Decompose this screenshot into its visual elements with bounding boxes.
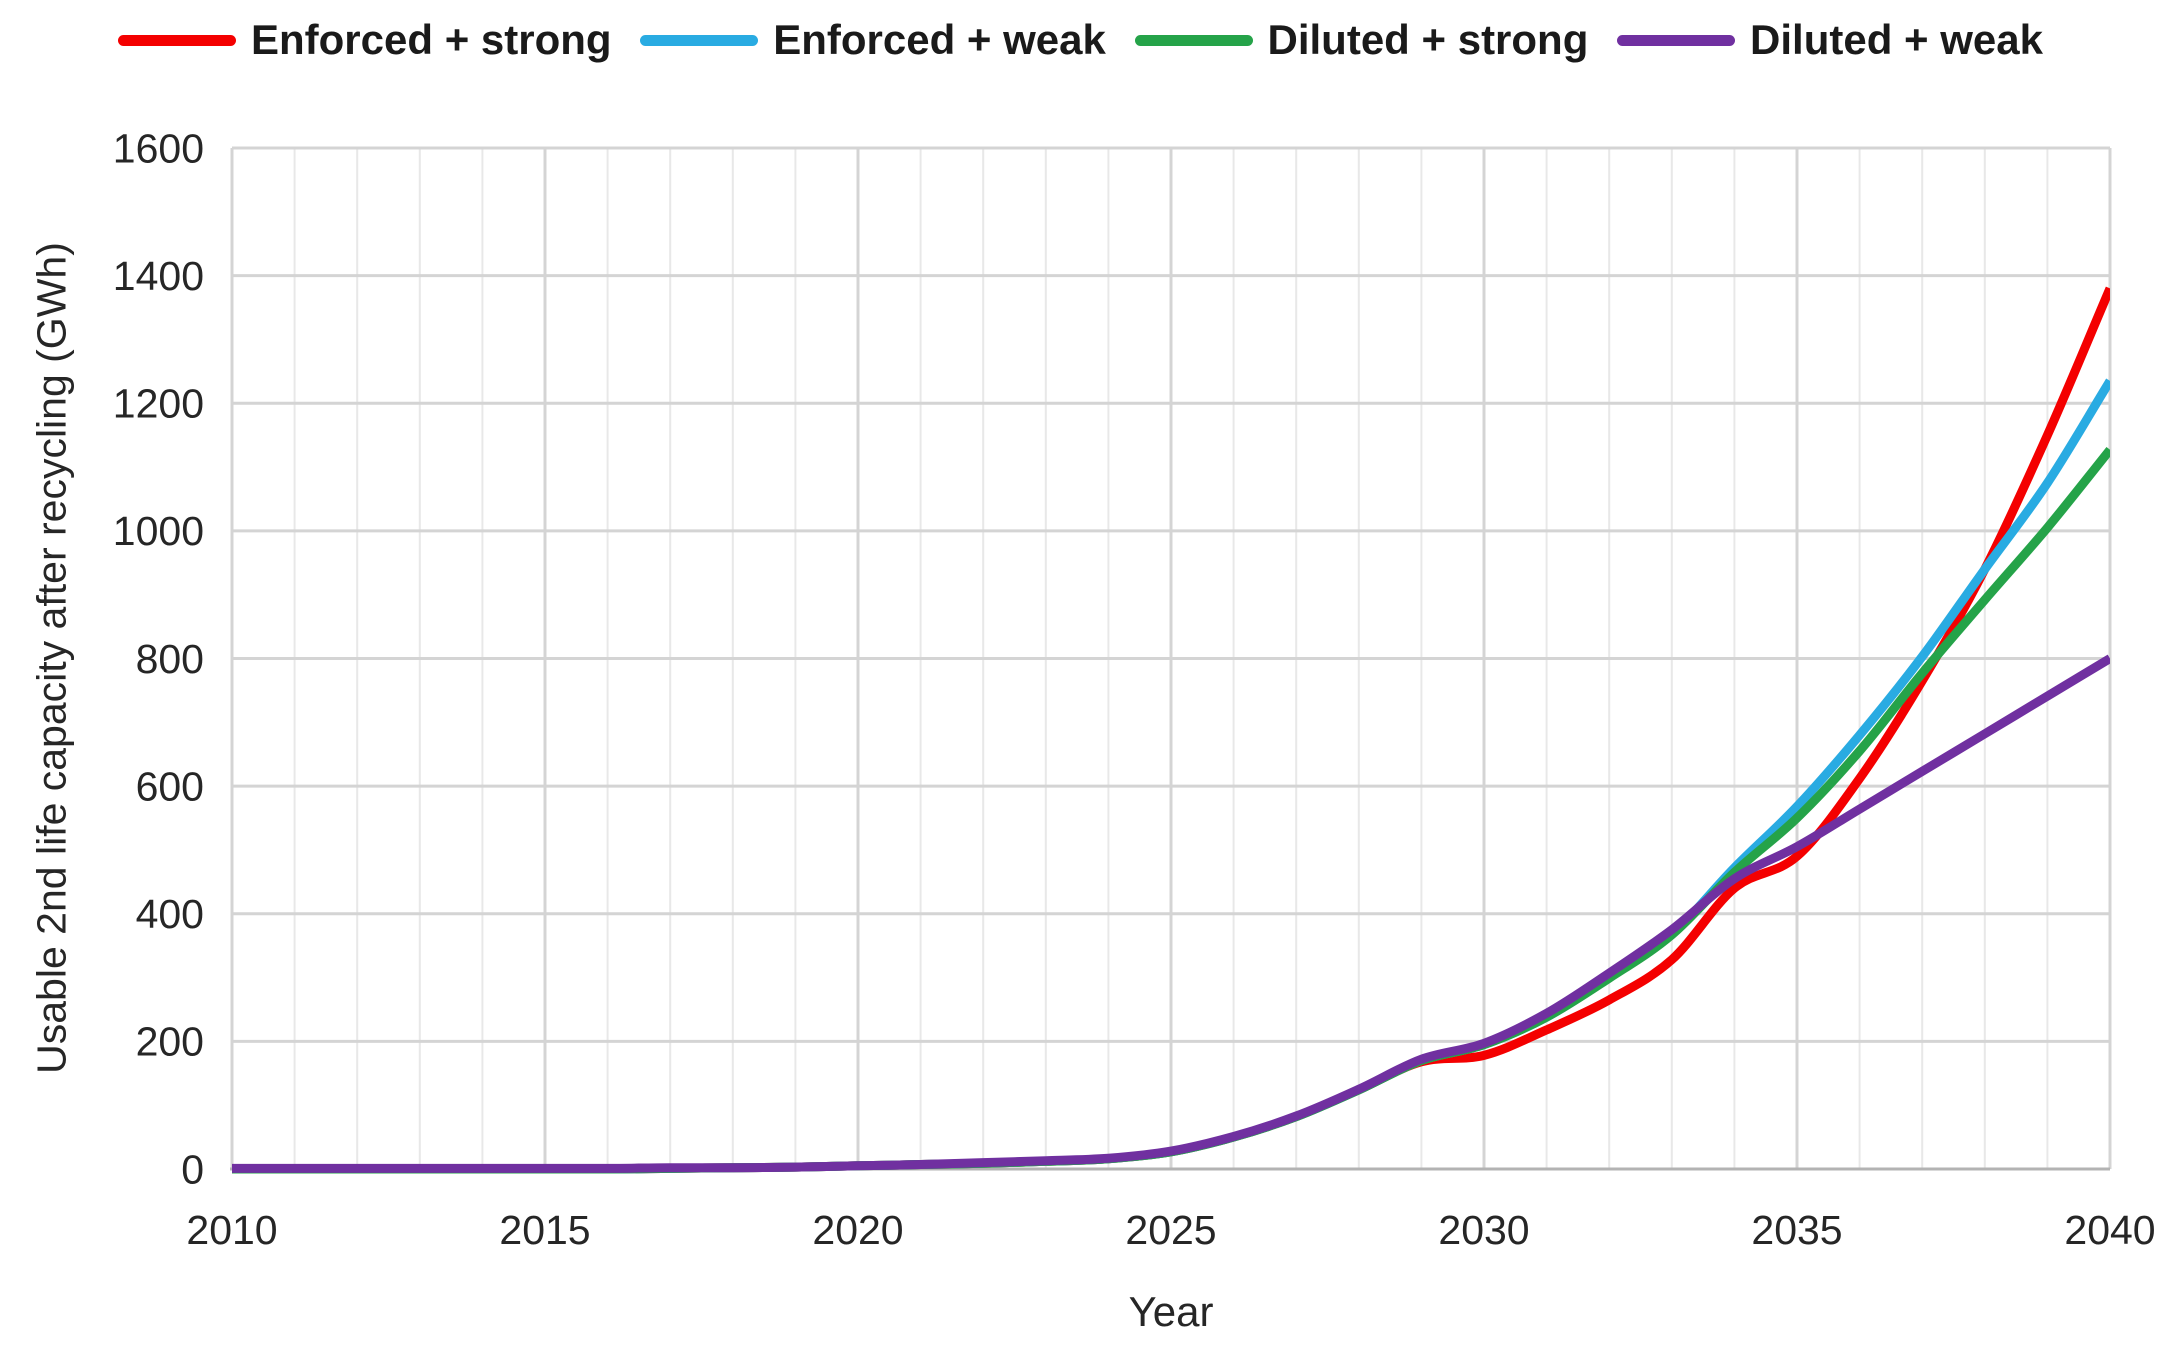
x-tick-label: 2040	[2064, 1207, 2155, 1253]
legend-item-diluted-strong: Diluted + strong	[1134, 16, 1589, 64]
x-tick-label: 2035	[1751, 1207, 1842, 1253]
legend-item-enforced-strong: Enforced + strong	[118, 16, 612, 64]
y-tick-label: 0	[181, 1146, 204, 1192]
legend-label: Diluted + strong	[1267, 16, 1589, 63]
legend-swatch-enforced-weak-icon	[640, 34, 759, 46]
y-axis-title: Usable 2nd life capacity after recycling…	[28, 242, 75, 1074]
x-axis-title: Year	[1128, 1288, 1214, 1335]
y-tick-label: 400	[136, 891, 204, 937]
y-tick-label: 1200	[113, 381, 204, 427]
x-tick-label: 2030	[1438, 1207, 1529, 1253]
x-tick-label: 2020	[812, 1207, 903, 1253]
legend-label: Enforced + strong	[251, 16, 612, 63]
legend-swatch-enforced-strong-icon	[118, 34, 236, 46]
legend-swatch-diluted-weak-icon	[1617, 34, 1736, 46]
legend: Enforced + strong Enforced + weak Dilute…	[118, 14, 2043, 66]
legend-label: Diluted + weak	[1750, 16, 2043, 63]
series-line-diluted-weak	[232, 654, 2110, 1173]
y-tick-label: 1400	[113, 253, 204, 299]
y-tick-label: 800	[136, 636, 204, 682]
x-tick-label: 2025	[1125, 1207, 1216, 1253]
legend-item-diluted-weak: Diluted + weak	[1617, 16, 2043, 64]
legend-item-enforced-weak: Enforced + weak	[640, 16, 1106, 64]
x-tick-label: 2015	[499, 1207, 590, 1253]
legend-swatch-diluted-strong-icon	[1134, 34, 1253, 46]
legend-label: Enforced + weak	[773, 16, 1106, 63]
y-tick-label: 200	[136, 1019, 204, 1065]
y-tick-label: 600	[136, 763, 204, 809]
y-tick-label: 1600	[113, 125, 204, 171]
x-tick-label: 2010	[186, 1207, 277, 1253]
y-tick-label: 1000	[113, 508, 204, 554]
